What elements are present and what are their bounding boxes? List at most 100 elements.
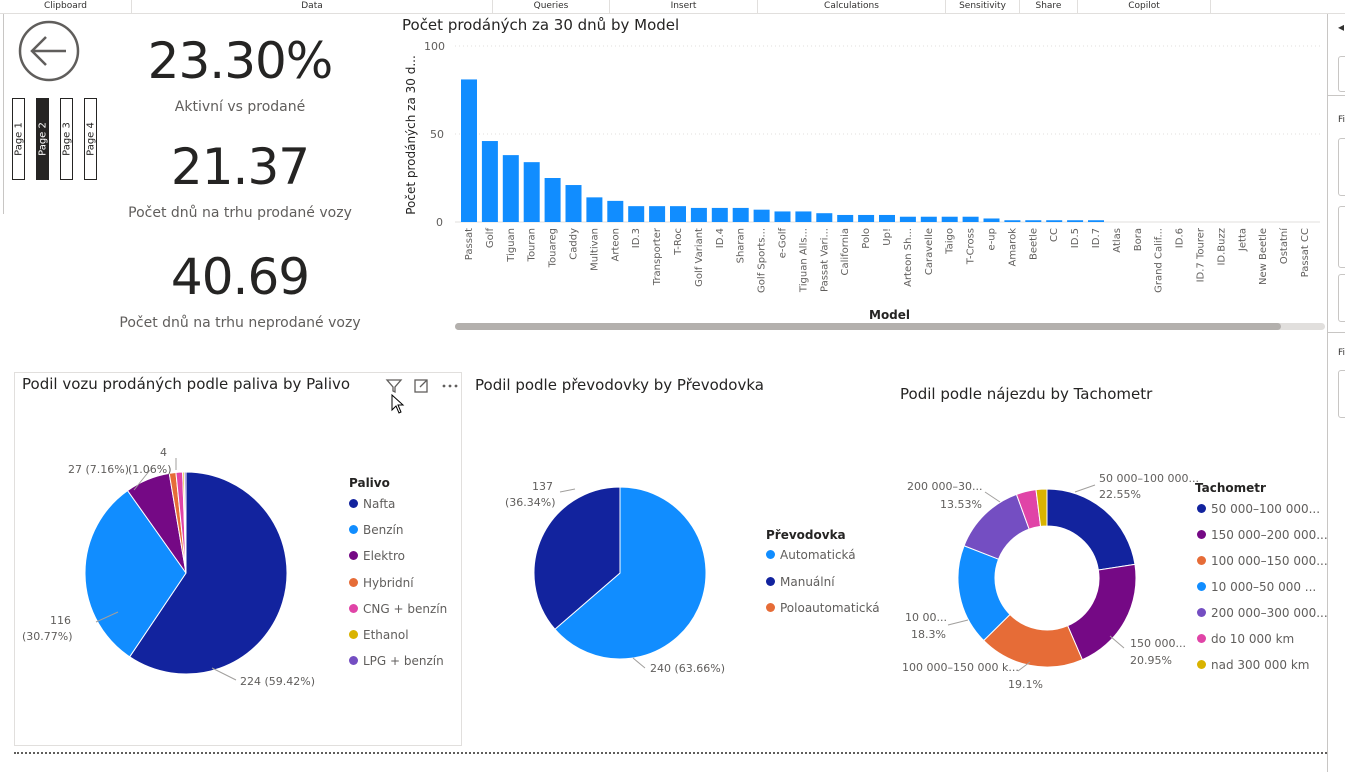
filter-icon[interactable] (384, 376, 404, 396)
km-legend-item[interactable]: 200 000–300 000... (1197, 606, 1328, 620)
bar-22[interactable] (899, 216, 916, 222)
bar-12[interactable] (690, 207, 707, 222)
bar-category-label: CC (1049, 228, 1060, 242)
bar-16[interactable] (774, 211, 791, 222)
gear-legend-item[interactable]: Manuální (766, 575, 835, 589)
bar-9[interactable] (628, 206, 645, 222)
bar-28[interactable] (1025, 220, 1042, 222)
bar-27[interactable] (1004, 220, 1021, 222)
page-nav-button-3[interactable]: Page 3 (60, 98, 73, 180)
bar-19[interactable] (837, 214, 854, 222)
bar-7[interactable] (586, 197, 603, 222)
bar-2[interactable] (481, 141, 498, 222)
bar-26[interactable] (983, 218, 1000, 222)
kpi-days-unsold-value: 40.69 (170, 248, 310, 306)
gear-legend-item[interactable]: Poloautomatická (766, 601, 880, 615)
km-legend-item[interactable]: 50 000–100 000... (1197, 502, 1320, 516)
pane-chevron-icon[interactable]: ◂ (1338, 20, 1345, 34)
bar-category-label: Tiguan (506, 228, 517, 263)
bar-scrollbar-thumb[interactable] (455, 323, 1281, 330)
bar-17[interactable] (795, 211, 812, 222)
km-legend-item[interactable]: 10 000–50 000 ... (1197, 580, 1316, 594)
kpi-days-sold-label: Počet dnů na trhu prodané vozy (128, 205, 352, 221)
bar-1[interactable] (461, 79, 477, 222)
bar-30[interactable] (1067, 220, 1084, 222)
bar-14[interactable] (732, 207, 749, 222)
bar-category-label: Grand Calif... (1154, 228, 1165, 293)
bar-chart[interactable]: Passat Golf Tiguan Touran Touareg Caddy Multiv… (455, 30, 1325, 320)
bar-category-label: Multivan (589, 228, 600, 271)
fuel-pie-chart[interactable] (0, 0, 460, 760)
page-nav-button-2[interactable]: Page 2 (36, 98, 49, 180)
fuel-legend-item[interactable]: Benzín (349, 523, 403, 537)
bar-category-label: e-up (987, 228, 998, 250)
pane-section-label: Fi (1338, 115, 1345, 125)
fuel-legend-label: Hybridní (363, 575, 414, 590)
km-slice-2[interactable] (1066, 563, 1137, 661)
bar-21[interactable] (879, 214, 895, 222)
bar-category-label: Atlas (1112, 228, 1123, 253)
bar-24[interactable] (941, 216, 958, 222)
km-legend-item[interactable]: 100 000–150 000... (1197, 554, 1328, 568)
filters-pane[interactable]: ◂ Fi Fi (1327, 14, 1345, 772)
bar-23[interactable] (920, 216, 937, 222)
fuel-slice-1[interactable] (128, 471, 288, 675)
bar-11[interactable] (670, 206, 686, 222)
fuel-legend-item[interactable]: Nafta (349, 497, 395, 511)
fuel-label-elektro: 27 (7.16%) (68, 463, 130, 476)
km-slice-7[interactable] (1035, 488, 1048, 527)
bar-5[interactable] (544, 178, 561, 222)
bar-3[interactable] (502, 155, 519, 222)
bar-18[interactable] (816, 213, 833, 222)
ribbon-group-clipboard: Clipboard (0, 0, 132, 13)
bar-category-label: ID.7 (1091, 228, 1102, 248)
km-legend-item[interactable]: 150 000–200 000... (1197, 528, 1328, 542)
fuel-label-benzin-pct: (30.77%) (22, 630, 73, 643)
focus-mode-icon[interactable] (411, 376, 431, 396)
fuel-legend-item[interactable]: Hybridní (349, 576, 414, 590)
bar-10[interactable] (649, 206, 666, 222)
bar-25[interactable] (962, 216, 979, 222)
km-legend-item[interactable]: nad 300 000 km (1197, 658, 1309, 672)
bar-4[interactable] (523, 162, 540, 222)
gear-legend-label: Automatická (780, 548, 856, 562)
fuel-legend-title: Palivo (349, 476, 390, 490)
bar-20[interactable] (858, 214, 875, 222)
gear-legend-item[interactable]: Automatická (766, 548, 856, 562)
fuel-legend-label: Nafta (363, 497, 396, 511)
gear-pie-title: Podil podle převodovky by Převodovka (475, 376, 764, 394)
gear-slice-1[interactable] (554, 486, 707, 660)
km-legend-item[interactable]: do 10 000 km (1197, 632, 1294, 646)
back-arrow-icon[interactable] (18, 20, 80, 82)
more-options-icon[interactable] (440, 376, 460, 396)
pane-filter-card[interactable] (1338, 206, 1345, 268)
km-legend-marker (1197, 556, 1206, 565)
fuel-legend-item[interactable]: Ethanol (349, 628, 409, 642)
fuel-legend-item[interactable]: Elektro (349, 549, 405, 563)
km-legend-label: do 10 000 km (1211, 632, 1295, 646)
fuel-legend-item[interactable]: LPG + benzín (349, 654, 444, 668)
page-nav-button-4[interactable]: Page 4 (84, 98, 97, 180)
page-nav-button-1[interactable]: Page 1 (12, 98, 25, 180)
km-slice-1[interactable] (1046, 488, 1136, 571)
pane-filter-card[interactable] (1338, 370, 1345, 418)
bar-category-label: Passat (464, 228, 475, 260)
bar-8[interactable] (607, 200, 624, 222)
fuel-slice-7[interactable] (183, 471, 187, 574)
fuel-legend-item[interactable]: CNG + benzín (349, 602, 447, 616)
bar-category-label: Arteon (610, 228, 621, 261)
km-donut-chart[interactable] (0, 0, 1200, 760)
pane-divider (1328, 95, 1345, 96)
bar-15[interactable] (753, 209, 770, 222)
bar-6[interactable] (565, 185, 582, 222)
bar-13[interactable] (711, 207, 728, 222)
pane-search-box[interactable] (1338, 56, 1345, 92)
gear-slice-2[interactable] (533, 486, 621, 630)
km-legend-marker (1197, 608, 1206, 617)
bar-category-label: ID.4 (715, 228, 726, 248)
bar-29[interactable] (1046, 220, 1063, 222)
gear-pie-chart[interactable] (0, 0, 760, 760)
pane-filter-card[interactable] (1338, 138, 1345, 196)
bar-31[interactable] (1088, 220, 1104, 222)
pane-filter-card[interactable] (1338, 274, 1345, 322)
